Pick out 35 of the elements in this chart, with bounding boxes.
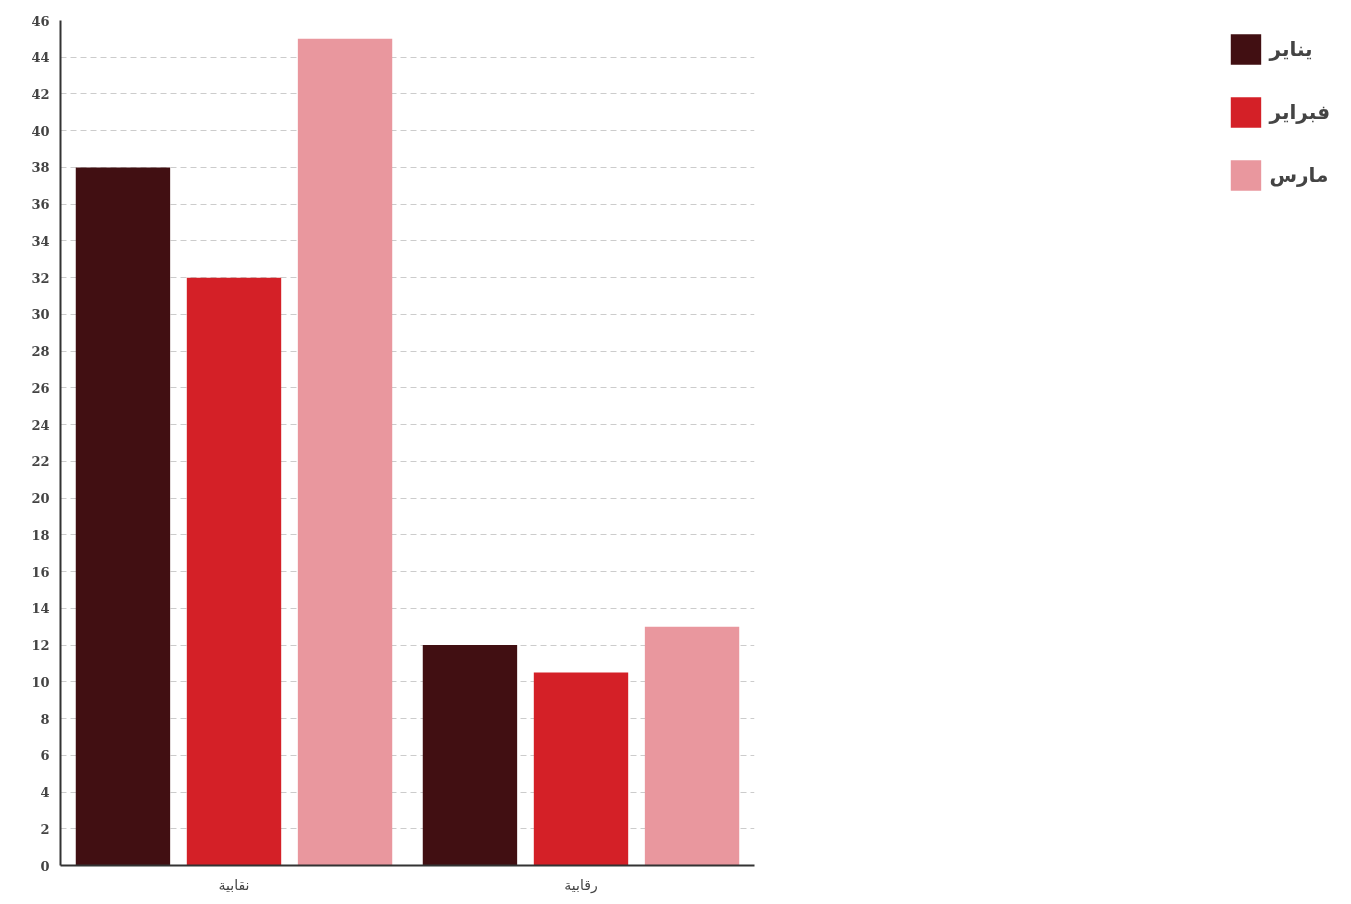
y-tick-label: 16 xyxy=(31,564,50,580)
y-tick-label: 20 xyxy=(31,491,50,507)
y-tick-label: 24 xyxy=(31,417,50,433)
y-tick-label: 30 xyxy=(31,307,50,323)
bar xyxy=(644,626,740,866)
y-tick-label: 12 xyxy=(31,638,50,654)
y-tick-label: 4 xyxy=(40,785,50,801)
y-tick-label: 10 xyxy=(31,674,50,690)
y-tick-label: 38 xyxy=(31,160,50,176)
y-tick-label: 28 xyxy=(31,344,50,360)
bar xyxy=(297,38,393,866)
y-tick-label: 14 xyxy=(31,601,50,617)
bar xyxy=(75,167,171,866)
y-tick-label: 36 xyxy=(31,197,50,213)
y-tick-label: 32 xyxy=(31,270,50,286)
legend-label: فبراير xyxy=(1269,100,1330,124)
y-tick-label: 26 xyxy=(31,380,50,396)
y-tick-label: 40 xyxy=(31,123,50,139)
x-tick-label: نقابية xyxy=(218,876,250,893)
legend-label: مارس xyxy=(1269,163,1329,187)
y-tick-label: 0 xyxy=(40,858,50,874)
legend-label: يناير xyxy=(1269,37,1313,61)
y-tick-label: 46 xyxy=(31,13,50,29)
y-tick-label: 44 xyxy=(31,50,50,66)
bar xyxy=(422,645,518,866)
y-tick-label: 22 xyxy=(31,454,50,470)
y-tick-label: 2 xyxy=(40,821,50,837)
bar xyxy=(533,672,629,866)
y-tick-label: 34 xyxy=(31,233,50,249)
y-tick-label: 42 xyxy=(31,86,50,102)
y-tick-label: 18 xyxy=(31,527,50,543)
y-tick-label: 8 xyxy=(40,711,50,727)
bar xyxy=(186,277,282,866)
x-tick-label: رقابية xyxy=(564,876,598,894)
y-tick-label: 6 xyxy=(40,748,50,764)
